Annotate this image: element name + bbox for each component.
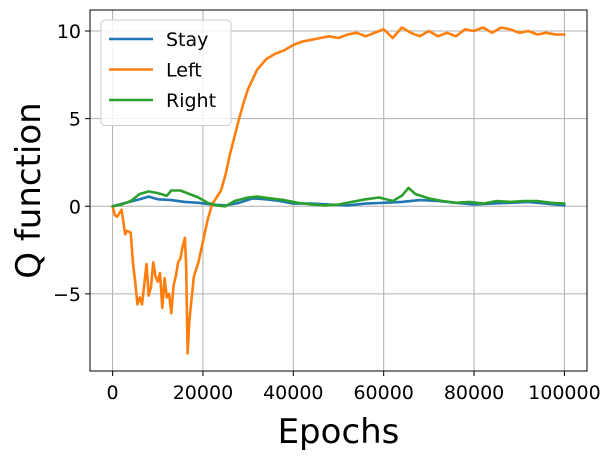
y-axis-label: Q function (9, 102, 49, 278)
y-tick-label: 5 (69, 109, 81, 131)
x-tick-label: 100000 (528, 382, 601, 404)
series-line-left (111, 26, 566, 355)
y-tick-label: −5 (53, 284, 81, 306)
x-axis-label: Epochs (278, 412, 400, 452)
series-line-right (111, 186, 566, 208)
axis-ticks: 0 20000 40000 60000 80000 100000 −5 0 5 10 (53, 21, 601, 404)
y-tick-label: 0 (69, 196, 81, 218)
x-tick-label: 0 (107, 382, 119, 404)
plot-frame (89, 9, 588, 372)
series-lines (111, 26, 566, 355)
y-tick-label: 10 (57, 21, 81, 43)
legend-label-right: Right (166, 90, 216, 112)
x-tick-label: 40000 (263, 382, 323, 404)
x-tick-label: 60000 (353, 382, 413, 404)
legend: Stay Left Right (100, 19, 232, 126)
x-tick-label: 80000 (444, 382, 504, 404)
legend-label-left: Left (166, 60, 202, 82)
legend-label-stay: Stay (166, 29, 208, 51)
x-tick-label: 20000 (173, 382, 233, 404)
